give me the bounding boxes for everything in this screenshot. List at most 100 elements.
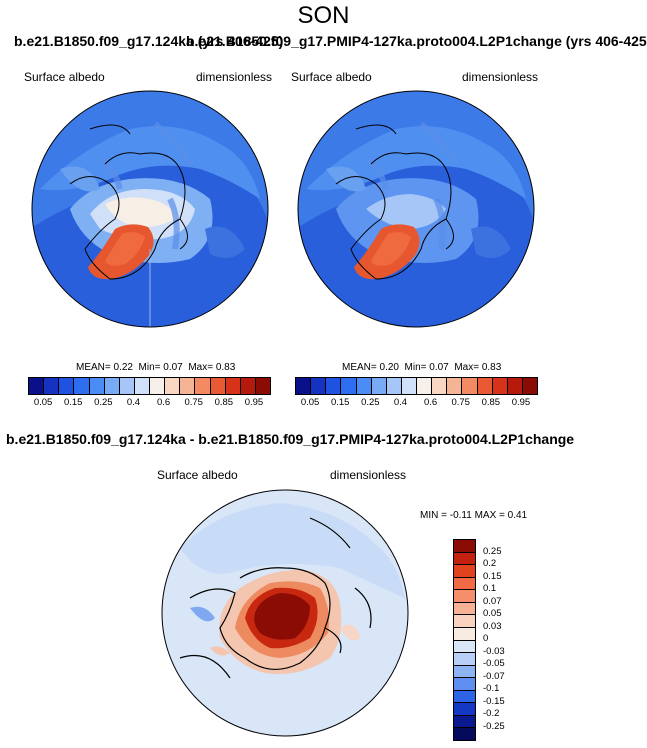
diff-colorbar-swatch: [454, 627, 475, 641]
diff-colorbar-swatch: [454, 703, 475, 716]
diff-colorbar-swatch: [454, 552, 475, 566]
right-mean-label: MEAN=: [342, 362, 377, 373]
diff-colorbar-swatch: [454, 565, 475, 578]
left-max-label: Max=: [188, 362, 214, 373]
colorbar-swatch: [180, 378, 196, 394]
diff-colorbar-swatch: [454, 653, 475, 666]
colorbar-tick-label: 0.6: [156, 397, 171, 408]
colorbar-swatch: [356, 378, 372, 394]
colorbar-tick-label: 0.95: [244, 397, 264, 408]
diff-run-title: b.e21.B1850.f09_g17.124ka - b.e21.B1850.…: [6, 431, 575, 447]
colorbar-swatch: [59, 378, 75, 394]
colorbar-tick-label: 0.15: [330, 397, 350, 408]
diff-colorbar-swatch: [454, 540, 475, 553]
colorbar-swatch: [44, 378, 60, 394]
colorbar-swatch: [522, 378, 537, 394]
diff-colorbar-swatch: [454, 590, 475, 603]
diff-colorbar-swatch: [454, 615, 475, 628]
diff-colorbar-swatch: [454, 690, 475, 704]
colorbar-tick-label: 0.25: [94, 397, 113, 408]
left-max-value: 0.83: [215, 362, 236, 373]
diff-colorbar-swatch: [454, 678, 475, 691]
colorbar-swatch: [225, 378, 241, 394]
colorbar-swatch: [507, 378, 523, 394]
diff-variable-label: Surface albedo: [157, 468, 238, 482]
right-stats: MEAN= 0.20 Min= 0.07 Max= 0.83: [342, 362, 501, 373]
right-polar-map: [297, 90, 535, 328]
colorbar-swatch: [29, 378, 45, 394]
colorbar-tick-label: 0.85: [481, 397, 501, 408]
left-mean-value: 0.22: [113, 362, 133, 373]
diff-colorbar-swatch: [454, 715, 475, 729]
colorbar-swatch: [240, 378, 256, 394]
diff-max-value: 0.41: [507, 510, 528, 521]
colorbar-tick-label: 0.85: [214, 397, 234, 408]
diff-stats: MIN = -0.11 MAX = 0.41: [420, 510, 527, 521]
colorbar-swatch: [311, 378, 327, 394]
diff-colorbar-swatch: [454, 728, 475, 740]
right-min-value: 0.07: [429, 362, 449, 373]
colorbar-swatch: [210, 378, 226, 394]
left-min-label: Min=: [138, 362, 161, 373]
colorbar-swatch: [150, 378, 166, 394]
colorbar-swatch: [401, 378, 417, 394]
diff-colorbar-label: -0.25: [483, 720, 505, 732]
diff-colorbar-label: 0.05: [483, 608, 502, 619]
colorbar-tick-label: 0.4: [126, 397, 141, 408]
diff-colorbar-label: 0.15: [483, 570, 502, 582]
left-polar-map: [31, 90, 269, 328]
diff-min-label: MIN =: [420, 510, 447, 521]
diff-colorbar-swatch: [454, 640, 475, 654]
colorbar-swatch: [341, 378, 357, 394]
diff-colorbar-label: 0.2: [483, 558, 497, 569]
colorbar-swatch: [447, 378, 463, 394]
colorbar-swatch: [326, 378, 342, 394]
colorbar-tick-label: 0.95: [511, 397, 531, 408]
right-colorbar: [295, 377, 538, 395]
colorbar-swatch: [104, 378, 120, 394]
right-variable-label: Surface albedo: [291, 70, 372, 84]
left-min-value: 0.07: [163, 362, 183, 373]
colorbar-swatch: [432, 378, 448, 394]
diff-colorbar-label: -0.2: [483, 708, 500, 719]
diff-colorbar-swatch: [454, 665, 475, 679]
colorbar-tick-label: 0.4: [393, 397, 408, 408]
colorbar-swatch: [386, 378, 402, 394]
diff-colorbar-label: -0.05: [483, 658, 505, 669]
colorbar-tick-label: 0.75: [184, 397, 203, 408]
colorbar-tick-label: 0.15: [63, 397, 83, 408]
colorbar-tick-label: 0.75: [451, 397, 470, 408]
diff-colorbar-label: 0.03: [483, 620, 502, 632]
right-max-label: Max=: [454, 362, 480, 373]
right-units-label: dimensionless: [462, 70, 539, 84]
left-mean-label: MEAN=: [76, 362, 111, 373]
left-run-title: b.e21.B1850.f09_g17.124ka (yrs 406-425): [14, 33, 284, 49]
left-stats: MEAN= 0.22 Min= 0.07 Max= 0.83: [76, 362, 235, 373]
diff-colorbar-swatch: [454, 602, 475, 616]
colorbar-swatch: [492, 378, 508, 394]
diff-colorbar-label: 0: [483, 633, 489, 644]
diff-colorbar-label: -0.1: [483, 683, 500, 694]
diff-colorbar-label: 0.07: [483, 595, 502, 607]
colorbar-tick-label: 0.6: [423, 397, 438, 408]
colorbar-swatch: [119, 378, 135, 394]
colorbar-tick-label: 0.05: [33, 397, 53, 408]
colorbar-swatch: [462, 378, 478, 394]
diff-colorbar-label: -0.15: [483, 695, 505, 707]
right-mean-value: 0.20: [379, 362, 399, 373]
diff-colorbar-label: 0.1: [483, 583, 497, 594]
diff-colorbar: [453, 539, 476, 741]
right-max-value: 0.83: [481, 362, 502, 373]
colorbar-tick-label: 0.05: [300, 397, 320, 408]
right-run-title: b.e21.B1850.f09_g17.PMIP4-127ka.proto004…: [186, 33, 647, 49]
colorbar-swatch: [165, 378, 181, 394]
colorbar-swatch: [296, 378, 312, 394]
colorbar-swatch: [89, 378, 105, 394]
right-min-label: Min=: [404, 362, 427, 373]
colorbar-swatch: [195, 378, 211, 394]
left-units-label: dimensionless: [196, 70, 273, 84]
left-colorbar: [28, 377, 271, 395]
diff-units-label: dimensionless: [330, 468, 407, 482]
diff-polar-map: [161, 489, 409, 737]
colorbar-swatch: [371, 378, 387, 394]
